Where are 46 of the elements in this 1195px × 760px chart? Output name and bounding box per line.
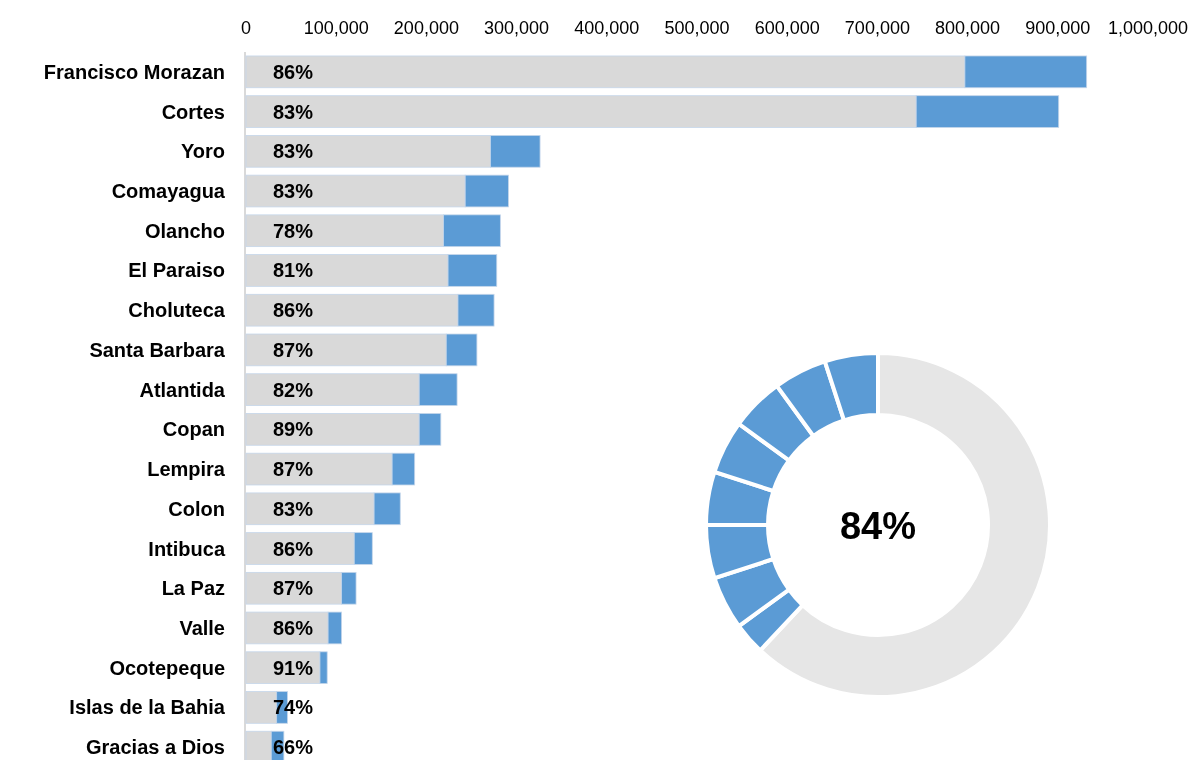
x-tick-label: 800,000	[935, 18, 1001, 38]
y-tick-label: Francisco Morazan	[43, 60, 225, 83]
x-tick-label: 500,000	[664, 18, 730, 38]
y-tick-label: Gracias a Dios	[86, 736, 225, 759]
annotation: 89%	[272, 418, 314, 441]
x-tick-label: 700,000	[844, 18, 910, 38]
y-tick-label: Colon	[168, 497, 225, 520]
annotation: 81%	[272, 259, 314, 282]
y-tick-label: Atlantida	[139, 378, 226, 401]
y-tick-label: Olancho	[144, 219, 225, 242]
annotation: 83%	[272, 497, 314, 520]
y-tick-label: Valle	[179, 616, 225, 639]
x-tick-label: 300,000	[484, 18, 550, 38]
y-tick-label: Santa Barbara	[89, 338, 226, 361]
annotation: 83%	[272, 180, 314, 203]
annotation: 82%	[272, 378, 314, 401]
annotation: 78%	[272, 219, 314, 242]
annotation: 83%	[272, 140, 314, 163]
x-tick-label: 400,000	[574, 18, 640, 38]
x-tick-label: 100,000	[303, 18, 369, 38]
annotation: 87%	[272, 577, 314, 600]
y-tick-label: Intibuca	[148, 537, 226, 560]
y-tick-label: Copan	[162, 418, 225, 441]
x-tick-label: 1,000,000	[1107, 18, 1189, 38]
y-tick-label: La Paz	[161, 577, 225, 600]
y-tick-label: Islas de la Bahia	[69, 696, 226, 719]
annotation: 87%	[272, 338, 314, 361]
y-tick-label: El Paraiso	[128, 259, 225, 282]
y-tick-label: Choluteca	[128, 299, 226, 322]
x-tick-label: 200,000	[393, 18, 459, 38]
annotation: 86%	[272, 299, 314, 322]
annotation: 84%	[839, 505, 917, 547]
y-tick-label: Ocotepeque	[109, 656, 225, 679]
y-tick-label: Comayagua	[111, 180, 226, 203]
annotation: 86%	[272, 60, 314, 83]
x-tick-label: 0	[240, 18, 252, 38]
x-tick-label: 900,000	[1025, 18, 1091, 38]
x-tick-label: 600,000	[754, 18, 820, 38]
annotation: 91%	[272, 656, 314, 679]
annotation: 87%	[272, 458, 314, 481]
annotation: 86%	[272, 537, 314, 560]
y-tick-label: Yoro	[180, 140, 225, 163]
y-tick-label: Cortes	[161, 100, 225, 123]
y-tick-label: Lempira	[147, 458, 226, 481]
annotation: 86%	[272, 616, 314, 639]
annotation: 83%	[272, 100, 314, 123]
